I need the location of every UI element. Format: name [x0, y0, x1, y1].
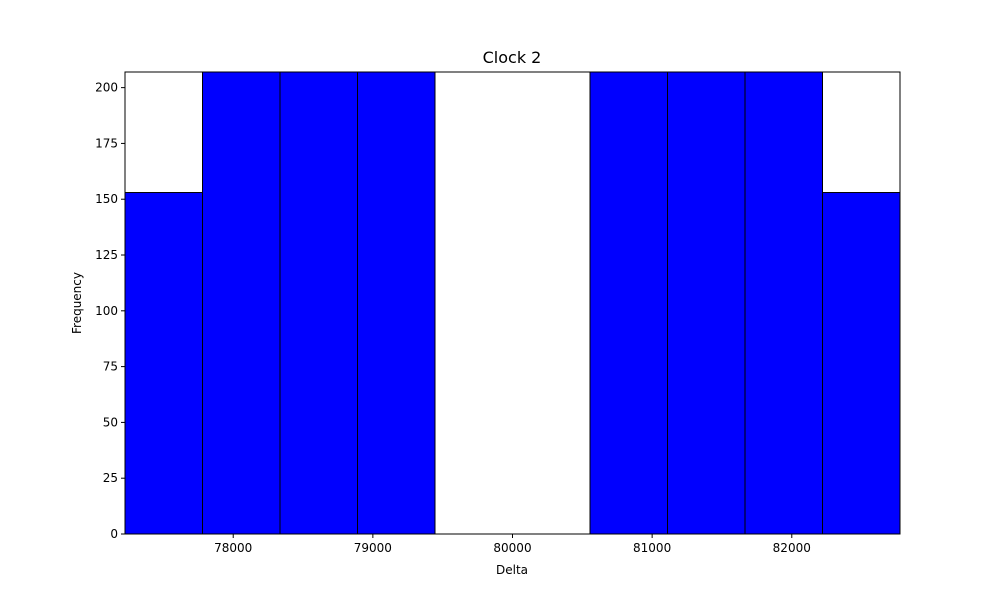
histogram-bar-4: [357, 71, 436, 535]
x-tick-label: 78000: [214, 541, 252, 555]
y-tick-label: 75: [103, 360, 118, 374]
y-tick-label: 100: [95, 304, 118, 318]
y-tick-label: 125: [95, 248, 118, 262]
y-tick-label: 0: [110, 527, 118, 541]
x-tick-label: 80000: [493, 541, 531, 555]
y-tick-label: 150: [95, 192, 118, 206]
bars-group: [124, 71, 901, 535]
y-tick-label: 200: [95, 81, 118, 95]
y-tick-label: 175: [95, 136, 118, 150]
x-axis-ticks: 78000 79000 80000 81000 82000: [214, 534, 811, 555]
histogram-bar-8: [667, 71, 746, 535]
histogram-bar-1: [124, 192, 203, 535]
x-axis-label: Delta: [496, 563, 528, 577]
x-tick-label: 82000: [773, 541, 811, 555]
y-tick-label: 50: [103, 415, 118, 429]
x-tick-label: 79000: [354, 541, 392, 555]
y-axis-label: Frequency: [70, 272, 84, 334]
histogram-bar-2: [202, 71, 281, 535]
chart-title: Clock 2: [483, 48, 542, 67]
y-axis-ticks: 0 25 50 75 100 125 150 175 200: [95, 81, 125, 541]
histogram-bar-3: [279, 71, 358, 535]
x-tick-label: 81000: [633, 541, 671, 555]
histogram-bar-9: [744, 71, 823, 535]
histogram-bar-7: [589, 71, 668, 535]
histogram-bar-10: [822, 192, 901, 535]
y-tick-label: 25: [103, 471, 118, 485]
